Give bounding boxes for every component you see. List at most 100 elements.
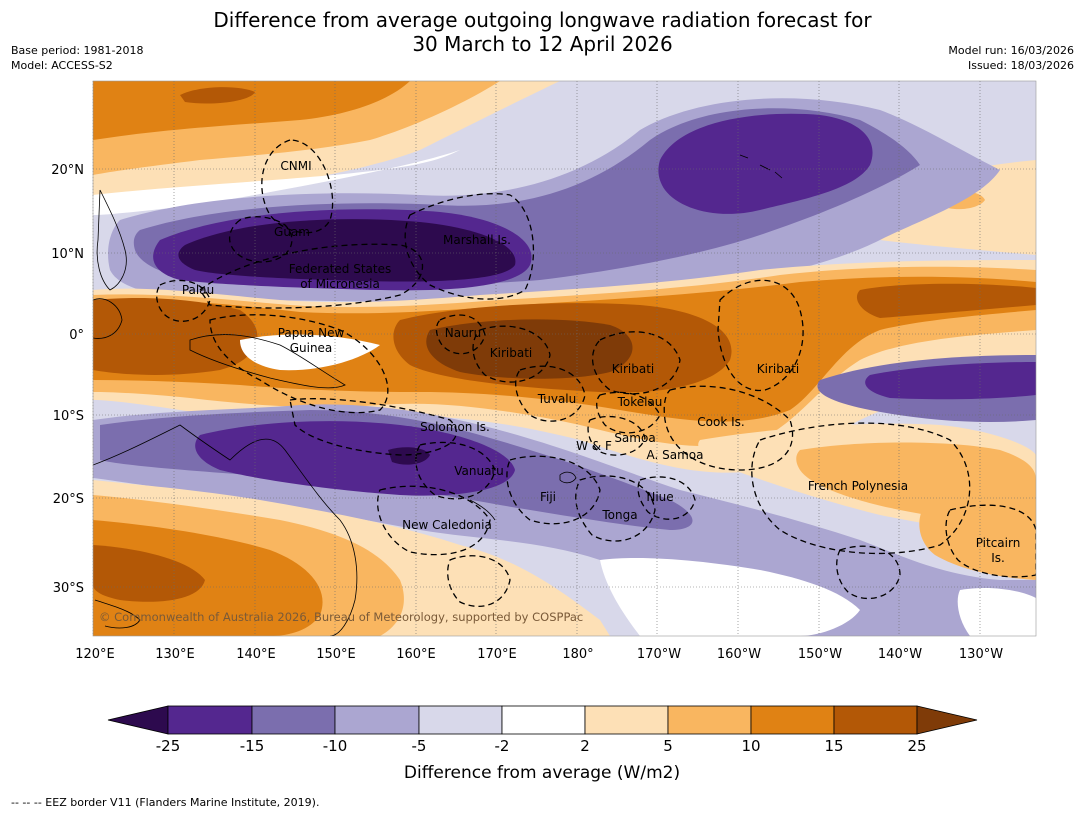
place-label: Federated States xyxy=(289,262,391,276)
lat-tick-label: 0° xyxy=(69,328,84,343)
lon-tick-label: 120°E xyxy=(75,647,115,662)
lat-tick-label: 20°S xyxy=(53,492,84,507)
place-label: Niue xyxy=(646,490,673,504)
new-zealand-coastline xyxy=(94,599,141,629)
meta-right: Model run: 16/03/2026 Issued: 18/03/2026 xyxy=(948,43,1074,73)
place-label: French Polynesia xyxy=(808,479,908,493)
lon-tick-label: 140°E xyxy=(236,647,276,662)
south-purple-core xyxy=(388,447,430,465)
place-label: of Micronesia xyxy=(300,277,380,291)
lat-tick-label: 30°S xyxy=(53,581,84,596)
colorbar-tick-label: -5 xyxy=(412,737,427,755)
new-caledonia-coastline xyxy=(469,499,496,521)
place-label: Guam xyxy=(274,225,310,239)
base-period-label: Base period: 1981-2018 xyxy=(11,44,144,57)
colorbar-tick-label: -10 xyxy=(323,737,348,755)
eez-png xyxy=(209,314,389,414)
eez-kermadec xyxy=(447,555,511,607)
eez-new-caledonia xyxy=(377,485,491,556)
east-purple-dark xyxy=(865,362,1036,400)
colorbar-segment xyxy=(501,705,586,735)
eez-borders xyxy=(156,139,1036,607)
longitude-axis: 120°E 130°E 140°E 150°E 160°E 170°E 180°… xyxy=(75,647,1003,662)
colorbar-tick-label: -2 xyxy=(495,737,510,755)
eez-footnote: -- -- -- EEZ border V11 (Flanders Marine… xyxy=(11,796,320,809)
colorbar-segment xyxy=(418,705,503,735)
north-neutral-gap xyxy=(93,150,460,215)
borneo-coastline xyxy=(93,298,123,339)
eez-pitcairn xyxy=(945,504,1036,578)
lat-tick-label: 10°N xyxy=(51,247,84,262)
place-label: Nauru xyxy=(445,326,481,340)
south-warm-dark xyxy=(93,520,323,636)
olr-anomaly-field xyxy=(93,81,1036,636)
north-dark-orange-region xyxy=(93,81,410,140)
colorbar-tick-label: 10 xyxy=(741,737,760,755)
eez-kiribati-west xyxy=(472,325,551,383)
lon-tick-label: 160°W xyxy=(717,647,761,662)
eez-nauru xyxy=(435,314,486,355)
place-label: Vanuatu xyxy=(454,464,504,478)
place-label: Samoa xyxy=(614,431,655,445)
place-label: Kiribati xyxy=(757,362,799,376)
lon-tick-label: 130°W xyxy=(959,647,1003,662)
issued-label: Issued: 18/03/2026 xyxy=(967,59,1074,72)
place-label: Tonga xyxy=(601,508,637,522)
eez-fsm xyxy=(199,243,424,309)
place-labels: CNMI Guam Marshall Is. Federated States … xyxy=(182,159,1020,565)
eez-tonga xyxy=(575,475,656,542)
far-southeast-neutral xyxy=(957,587,1036,636)
lon-tick-label: 150°W xyxy=(798,647,842,662)
eez-tuvalu xyxy=(515,365,586,422)
colorbar-segment xyxy=(251,705,336,735)
place-label: Guinea xyxy=(290,341,333,355)
place-label: Solomon Is. xyxy=(420,420,490,434)
place-label: Tokelau xyxy=(617,395,663,409)
gridlines xyxy=(92,81,1036,636)
place-label: New Caledonia xyxy=(402,518,492,532)
eez-cnmi xyxy=(261,139,334,234)
eez-niue xyxy=(637,476,696,520)
place-label: Pitcairn xyxy=(976,536,1021,550)
place-label: Tuvalu xyxy=(537,392,577,406)
place-label: Fiji xyxy=(540,490,556,504)
new-guinea-coastline xyxy=(189,334,346,389)
eez-vanuatu xyxy=(415,441,496,500)
eez-tokelau xyxy=(596,391,661,434)
place-label: Marshall Is. xyxy=(443,233,511,247)
colorbar-segment xyxy=(167,705,253,735)
eez-kiribati-east xyxy=(717,279,804,391)
place-label: W & F xyxy=(576,439,612,453)
eez-kiribati-central xyxy=(591,331,681,395)
colorbar-segment xyxy=(750,705,835,735)
place-label: Kiribati xyxy=(612,362,654,376)
map-frame xyxy=(92,80,1037,637)
eez-fiji xyxy=(506,455,601,525)
colorbar-segment xyxy=(833,705,918,735)
colorbar-segment xyxy=(334,705,420,735)
colorbar-segment xyxy=(584,705,669,735)
place-label: Papua New xyxy=(278,326,345,340)
south-brown-spot xyxy=(93,545,205,602)
eez-french-polynesia xyxy=(751,422,971,555)
latitude-axis: 20°N 10°N 0° 10°S 20°S 30°S xyxy=(51,163,84,596)
eez-southeast xyxy=(836,545,901,600)
colorbar-segment xyxy=(667,705,752,735)
lon-tick-label: 180° xyxy=(562,647,593,662)
place-label: Is. xyxy=(991,551,1005,565)
lat-tick-label: 20°N xyxy=(51,163,84,178)
colorbar-tick-label: -25 xyxy=(156,737,181,755)
southeast-warm-mid xyxy=(796,442,1036,580)
fiji-islands xyxy=(559,471,577,484)
place-label: A. Samoa xyxy=(647,448,704,462)
lon-tick-label: 140°W xyxy=(878,647,922,662)
meta-left: Base period: 1981-2018 Model: ACCESS-S2 xyxy=(11,43,143,73)
place-label: Cook Is. xyxy=(697,415,744,429)
philippines-coastline xyxy=(96,189,127,291)
lon-tick-label: 170°E xyxy=(477,647,517,662)
model-label: Model: ACCESS-S2 xyxy=(11,59,113,72)
place-label: CNMI xyxy=(280,159,311,173)
colorbar-tick-label: 2 xyxy=(580,737,590,755)
colorbar: -25 -15 -10 -5 -2 2 5 10 15 25 Differenc… xyxy=(107,705,978,783)
